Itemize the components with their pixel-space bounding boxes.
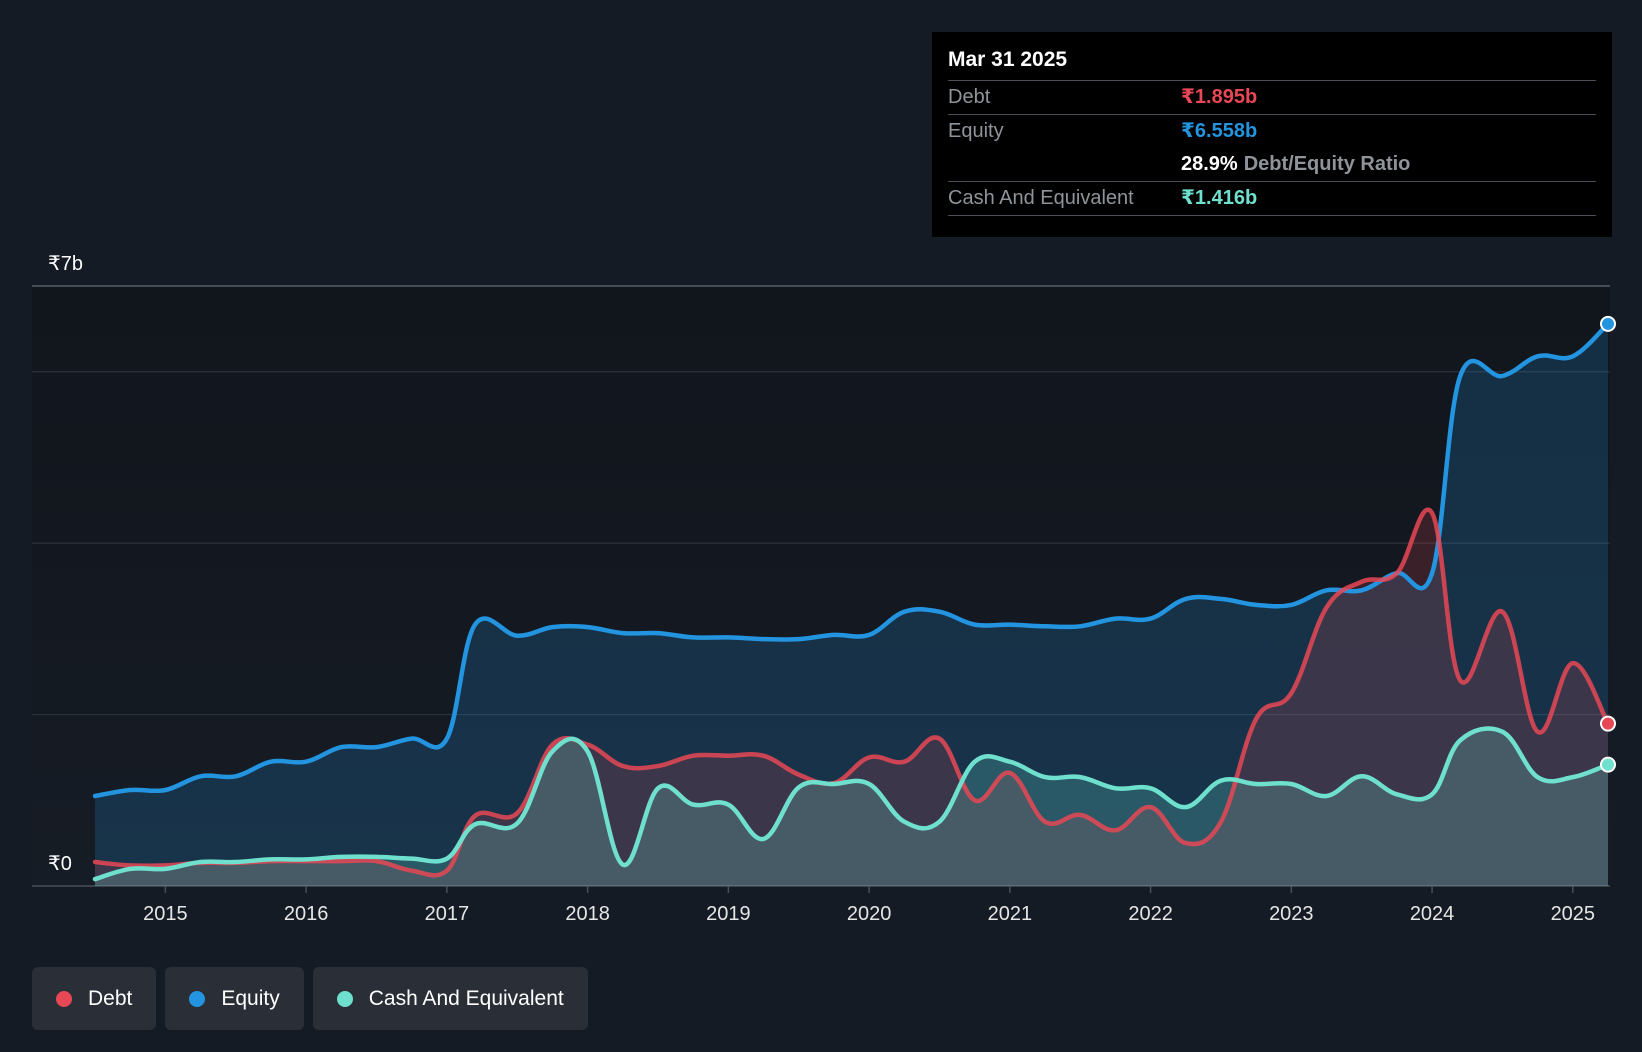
tooltip-ratio-label: Debt/Equity Ratio bbox=[1243, 153, 1411, 175]
debt-area bbox=[95, 509, 1608, 886]
x-tick-label: 2015 bbox=[143, 903, 188, 925]
endpoint-dot-layer bbox=[1600, 315, 1616, 773]
equity-endpoint-dot bbox=[1600, 315, 1616, 332]
x-tick-label: 2019 bbox=[706, 903, 751, 925]
tooltip-equity-row: Equity ₹6.558b bbox=[948, 114, 1596, 148]
area-layer bbox=[95, 323, 1608, 886]
legend-label-debt: Debt bbox=[88, 986, 133, 1010]
cash-line bbox=[92, 726, 1611, 882]
legend-label-cash: Cash And Equivalent bbox=[368, 986, 564, 1010]
tooltip-ratio-row: 28.9% Debt/Equity Ratio bbox=[948, 148, 1596, 181]
tooltip-debt-label: Debt bbox=[948, 86, 991, 108]
cash-endpoint-dot bbox=[1600, 756, 1616, 773]
x-tick-label: 2016 bbox=[284, 903, 329, 925]
tooltip-panel: Mar 31 2025 Debt ₹1.895b Equity ₹6.558b … bbox=[932, 32, 1612, 237]
tooltip-debt-value: ₹1.895b bbox=[1181, 86, 1258, 108]
debt-endpoint-dot bbox=[1600, 715, 1616, 732]
grid-layer bbox=[32, 285, 1610, 887]
tooltip-debt-row: Debt ₹1.895b bbox=[948, 80, 1596, 114]
tooltip-ratio-value: 28.9% bbox=[1181, 153, 1238, 175]
cash-area bbox=[95, 728, 1608, 886]
x-tick-label: 2017 bbox=[425, 903, 470, 925]
cash-dot-icon bbox=[336, 990, 353, 1007]
tooltip-cash-label: Cash And Equivalent bbox=[948, 187, 1134, 209]
debt-line bbox=[92, 507, 1611, 878]
equity-area bbox=[95, 323, 1608, 886]
legend-label-equity: Equity bbox=[221, 986, 280, 1010]
x-tick-label: 2018 bbox=[565, 903, 610, 925]
x-tick-label: 2023 bbox=[1269, 903, 1314, 925]
legend-item-equity[interactable]: Equity bbox=[165, 967, 304, 1030]
x-tick-label: 2022 bbox=[1128, 903, 1173, 925]
x-axis: 2015 2016 2017 2018 2019 2020 2021 2022 2023 2024… bbox=[143, 886, 1595, 925]
tooltip-cash-value: ₹1.416b bbox=[1181, 187, 1258, 209]
tooltip-date: Mar 31 2025 bbox=[948, 48, 1068, 71]
x-tick-label: 2025 bbox=[1551, 903, 1596, 925]
legend-item-debt[interactable]: Debt bbox=[32, 967, 157, 1030]
x-tick-label: 2020 bbox=[847, 903, 892, 925]
equity-dot-icon bbox=[189, 990, 206, 1007]
debt-dot-icon bbox=[56, 990, 72, 1007]
line-layer bbox=[92, 321, 1611, 882]
x-tick-label: 2024 bbox=[1410, 903, 1455, 925]
tooltip-equity-value: ₹6.558b bbox=[1181, 120, 1258, 142]
tooltip-cash-row: Cash And Equivalent ₹1.416b bbox=[948, 181, 1596, 216]
tooltip-equity-label: Equity bbox=[948, 120, 1004, 142]
y-axis-zero-label: ₹0 bbox=[48, 853, 72, 875]
x-tick-label: 2021 bbox=[988, 903, 1033, 925]
legend: Debt Equity Cash And Equivalent bbox=[32, 967, 588, 1030]
y-axis-top-label: ₹7b bbox=[48, 253, 83, 275]
legend-item-cash[interactable]: Cash And Equivalent bbox=[312, 967, 588, 1030]
